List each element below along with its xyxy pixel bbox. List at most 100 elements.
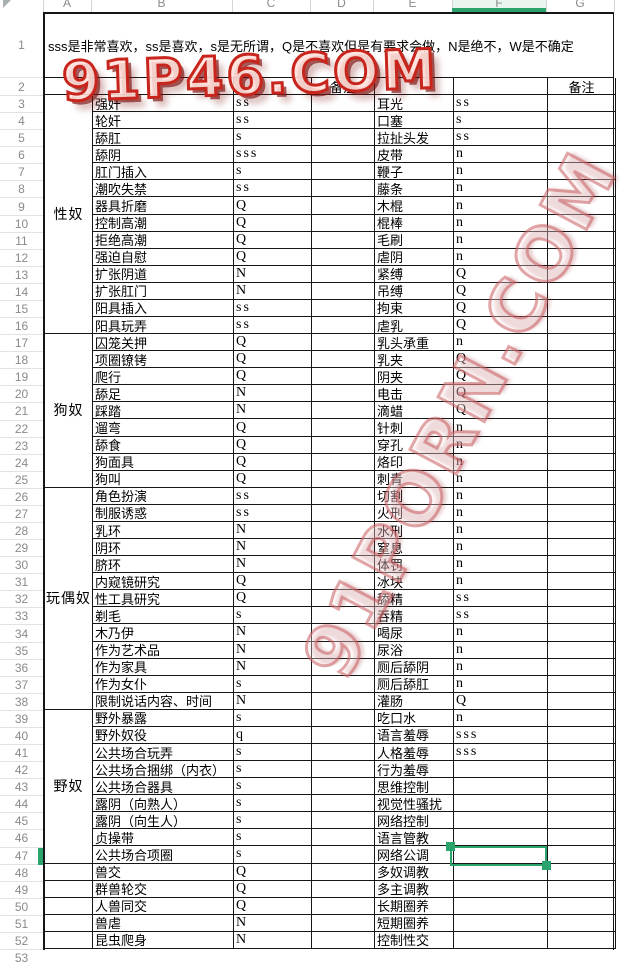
row-number-1[interactable]: 1 bbox=[0, 12, 43, 78]
right-item-cell[interactable]: 尿浴 bbox=[375, 641, 454, 659]
right-item-cell[interactable]: 控制性交 bbox=[375, 931, 454, 949]
right-remark-cell[interactable] bbox=[548, 624, 616, 642]
right-remark-cell[interactable] bbox=[548, 197, 616, 215]
right-item-cell[interactable]: 拘束 bbox=[375, 299, 454, 318]
right-item-cell[interactable]: 冰块 bbox=[375, 573, 454, 591]
left-remark-cell[interactable] bbox=[312, 436, 375, 454]
right-remark-cell[interactable] bbox=[548, 556, 616, 574]
left-item-cell[interactable]: 公共场合捆绑（内衣） bbox=[93, 761, 234, 779]
left-item-cell[interactable]: 角色扮演 bbox=[93, 487, 234, 505]
right-item-cell[interactable]: 针刺 bbox=[375, 419, 454, 437]
right-rating-cell[interactable] bbox=[454, 914, 548, 932]
right-remark-cell[interactable] bbox=[548, 334, 616, 352]
left-rating-cell[interactable]: N bbox=[234, 914, 312, 932]
left-rating-cell[interactable]: Q bbox=[234, 590, 312, 608]
right-remark-cell[interactable] bbox=[548, 402, 616, 420]
row-number-20[interactable]: 20 bbox=[0, 386, 43, 404]
right-item-cell[interactable]: 虐乳 bbox=[375, 317, 454, 335]
category-cell-empty[interactable] bbox=[45, 880, 93, 898]
left-remark-cell[interactable] bbox=[312, 914, 375, 932]
category-cell-empty[interactable] bbox=[45, 897, 93, 915]
right-remark-cell[interactable] bbox=[548, 658, 616, 676]
row-number-4[interactable]: 4 bbox=[0, 113, 43, 131]
row-number-3[interactable]: 3 bbox=[0, 96, 43, 114]
right-item-cell[interactable]: 长期圈养 bbox=[375, 897, 454, 915]
left-rating-cell[interactable]: Q bbox=[234, 880, 312, 898]
right-rating-cell[interactable]: n bbox=[454, 658, 548, 676]
right-remark-cell[interactable] bbox=[548, 607, 616, 625]
right-item-cell[interactable]: 短期圈养 bbox=[375, 914, 454, 932]
column-letter-C[interactable]: C bbox=[266, 0, 276, 10]
right-remark-cell[interactable] bbox=[548, 282, 616, 300]
right-remark-cell[interactable] bbox=[548, 351, 616, 369]
left-rating-cell[interactable]: s bbox=[234, 778, 312, 796]
left-rating-cell[interactable]: N bbox=[234, 641, 312, 659]
left-item-cell[interactable]: 踩踏 bbox=[93, 402, 234, 420]
right-rating-cell[interactable] bbox=[454, 897, 548, 915]
left-remark-cell[interactable] bbox=[312, 385, 375, 403]
left-remark-cell[interactable] bbox=[312, 231, 375, 249]
left-item-cell[interactable]: 公共场合项圈 bbox=[93, 846, 234, 864]
left-item-cell[interactable]: 作为家具 bbox=[93, 658, 234, 676]
right-rating-cell[interactable]: ss bbox=[454, 590, 548, 608]
left-remark-cell[interactable] bbox=[312, 709, 375, 727]
left-item-cell[interactable]: 阳具插入 bbox=[93, 299, 234, 318]
right-rating-cell[interactable]: n bbox=[454, 419, 548, 437]
left-rating-cell[interactable]: N bbox=[234, 556, 312, 574]
left-remark-cell[interactable] bbox=[312, 112, 375, 130]
left-remark-cell[interactable] bbox=[312, 504, 375, 522]
column-letter-D[interactable]: D bbox=[337, 0, 346, 10]
left-item-cell[interactable]: 剃毛 bbox=[93, 607, 234, 625]
left-item-cell[interactable]: 拒绝高潮 bbox=[93, 231, 234, 249]
left-remark-cell[interactable] bbox=[312, 607, 375, 625]
column-letter-F[interactable]: F bbox=[495, 0, 503, 10]
left-item-cell[interactable]: 强迫自慰 bbox=[93, 248, 234, 266]
left-rating-cell[interactable]: s bbox=[234, 607, 312, 625]
left-remark-cell[interactable] bbox=[312, 931, 375, 949]
left-rating-cell[interactable]: Q bbox=[234, 419, 312, 437]
left-item-cell[interactable]: 狗叫 bbox=[93, 470, 234, 488]
category-cell-empty[interactable] bbox=[45, 931, 93, 949]
row-number-8[interactable]: 8 bbox=[0, 181, 43, 199]
row-number-28[interactable]: 28 bbox=[0, 523, 43, 541]
left-item-cell[interactable]: 阳具玩弄 bbox=[93, 317, 234, 335]
right-rating-cell[interactable]: n bbox=[454, 146, 548, 164]
column-letter-E[interactable]: E bbox=[408, 0, 417, 10]
row-number-16[interactable]: 16 bbox=[0, 318, 43, 336]
left-remark-cell[interactable] bbox=[312, 470, 375, 488]
right-rating-cell[interactable]: n bbox=[454, 556, 548, 574]
header-cell-remark-left[interactable]: 备注 bbox=[312, 78, 375, 95]
right-item-cell[interactable]: 舔精 bbox=[375, 590, 454, 608]
row-number-46[interactable]: 46 bbox=[0, 830, 43, 848]
left-remark-cell[interactable] bbox=[312, 317, 375, 335]
header-cell-e[interactable] bbox=[375, 78, 454, 95]
header-cell-remark-right[interactable]: 备注 bbox=[548, 78, 616, 95]
right-rating-cell[interactable]: n bbox=[454, 163, 548, 181]
left-item-cell[interactable]: 露阴（向生人） bbox=[93, 812, 234, 830]
left-remark-cell[interactable] bbox=[312, 487, 375, 505]
left-remark-cell[interactable] bbox=[312, 419, 375, 437]
left-remark-cell[interactable] bbox=[312, 95, 375, 113]
right-remark-cell[interactable] bbox=[548, 778, 616, 796]
left-remark-cell[interactable] bbox=[312, 641, 375, 659]
right-rating-cell[interactable] bbox=[454, 761, 548, 779]
left-rating-cell[interactable]: N bbox=[234, 931, 312, 949]
right-rating-cell[interactable]: n bbox=[454, 334, 548, 352]
right-rating-cell[interactable]: n bbox=[454, 521, 548, 540]
left-item-cell[interactable]: 野外暴露 bbox=[93, 709, 234, 727]
left-item-cell[interactable]: 性工具研究 bbox=[93, 590, 234, 608]
right-remark-cell[interactable] bbox=[548, 880, 616, 898]
right-remark-cell[interactable] bbox=[548, 521, 616, 540]
left-remark-cell[interactable] bbox=[312, 590, 375, 608]
left-item-cell[interactable]: 舔足 bbox=[93, 385, 234, 403]
left-rating-cell[interactable]: Q bbox=[234, 214, 312, 232]
left-item-cell[interactable]: 作为艺术品 bbox=[93, 641, 234, 659]
right-rating-cell[interactable]: Q bbox=[454, 385, 548, 403]
left-rating-cell[interactable]: s bbox=[234, 743, 312, 762]
row-number-13[interactable]: 13 bbox=[0, 267, 43, 284]
right-remark-cell[interactable] bbox=[548, 436, 616, 454]
row-number-40[interactable]: 40 bbox=[0, 728, 43, 746]
right-item-cell[interactable]: 火刑 bbox=[375, 504, 454, 522]
right-rating-cell[interactable]: n bbox=[454, 180, 548, 198]
right-remark-cell[interactable] bbox=[548, 692, 616, 710]
